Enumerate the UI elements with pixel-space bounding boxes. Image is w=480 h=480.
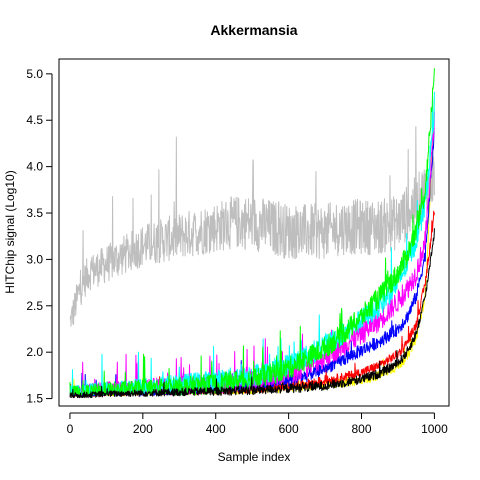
y-tick-label: 3.0	[26, 252, 43, 266]
y-tick-label: 1.5	[26, 392, 43, 406]
y-tick-label: 3.5	[26, 206, 43, 220]
y-axis-label: HITChip signal (Log10)	[3, 170, 17, 293]
x-axis: 0 200 400 600 800 1000	[67, 412, 448, 436]
series-line	[69, 228, 435, 399]
chart-title: Akkermansia	[210, 22, 297, 38]
x-tick-label: 600	[279, 422, 299, 436]
series-layer	[69, 68, 435, 399]
y-tick-label: 2.0	[26, 345, 43, 359]
plot-frame	[58, 58, 450, 407]
y-tick-label: 4.5	[26, 113, 43, 127]
series-line	[69, 126, 435, 327]
y-tick-label: 5.0	[26, 67, 43, 81]
y-tick-label: 2.5	[26, 299, 43, 313]
x-axis-label: Sample index	[218, 450, 291, 464]
y-tick-label: 4.0	[26, 160, 43, 174]
x-tick-label: 400	[206, 422, 226, 436]
y-axis: 1.5 2.0 2.5 3.0 3.5 4.0 4.5 5.0	[26, 67, 53, 406]
x-tick-label: 0	[67, 422, 74, 436]
x-tick-label: 200	[133, 422, 153, 436]
x-tick-label: 1000	[421, 422, 448, 436]
x-tick-label: 800	[352, 422, 372, 436]
